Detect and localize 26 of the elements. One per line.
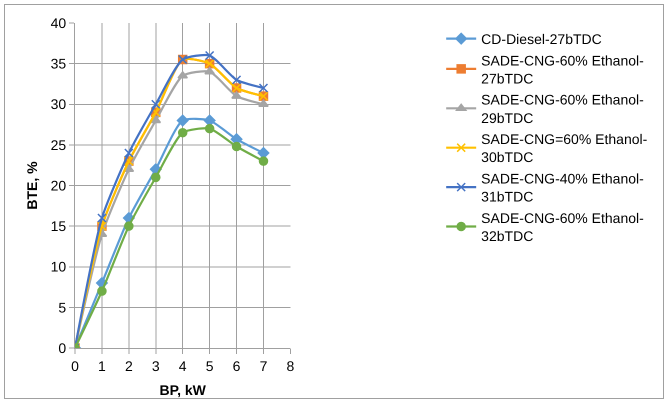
- x-tick-label: 4: [178, 358, 187, 374]
- x-axis-title: BP, kW: [159, 382, 207, 398]
- x-tick-label: 0: [71, 358, 80, 374]
- legend-label: SADE-CNG-60% Ethanol-32bTDC: [481, 210, 644, 244]
- x-tick-label: 6: [232, 358, 241, 374]
- x-tick-label: 8: [286, 358, 294, 374]
- legend-label: SADE-CNG-40% Ethanol-31bTDC: [481, 170, 644, 205]
- y-tick-label: 0: [58, 340, 66, 356]
- y-tick-label: 40: [50, 14, 66, 31]
- x-tick-label: 2: [124, 358, 133, 374]
- y-tick-label: 30: [50, 96, 66, 112]
- y-tick-label: 5: [58, 299, 66, 316]
- y-axis-title: BTE, %: [24, 160, 40, 210]
- x-tick-label: 3: [152, 358, 160, 374]
- y-tick-label: 10: [50, 258, 66, 275]
- x-tick-label: 5: [206, 358, 214, 374]
- x-tick-label: 1: [98, 358, 106, 374]
- y-tick-label: 15: [50, 218, 66, 234]
- legend-label: CD-Diesel-27bTDC: [481, 31, 602, 48]
- y-tick-label: 25: [50, 136, 66, 153]
- y-tick-label: 20: [50, 177, 66, 194]
- x-tick-label: 7: [260, 358, 268, 374]
- legend-label: SADE-CNG-60% Ethanol-29bTDC: [481, 92, 644, 126]
- legend-label: SADE-CNG-60% Ethanol-27bTDC: [481, 52, 644, 86]
- y-tick-label: 35: [50, 56, 66, 72]
- legend-label: SADE-CNG=60% Ethanol-30bTDC: [481, 131, 648, 166]
